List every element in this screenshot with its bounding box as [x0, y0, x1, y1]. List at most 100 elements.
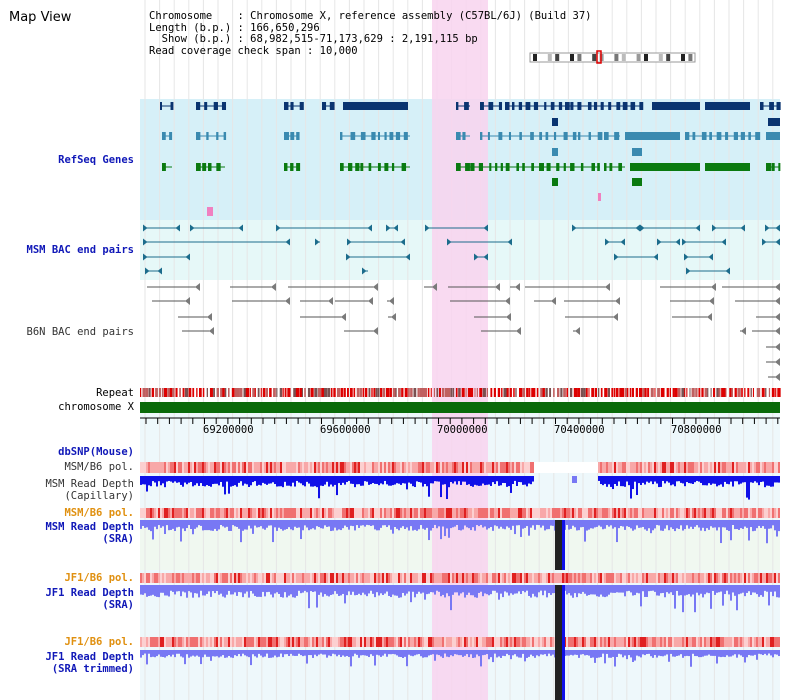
pol-density-cell	[670, 462, 672, 473]
pol-density-cell	[678, 573, 680, 583]
read-depth-bar	[288, 520, 290, 528]
track-label-msm-bac[interactable]: MSM BAC end pairs	[26, 244, 134, 256]
track-label-msm-depth-capillary[interactable]: MSM Read Depth (Capillary)	[10, 478, 134, 502]
track-label-jf1-depth-sra[interactable]: JF1 Read Depth (SRA)	[10, 587, 134, 611]
pol-density-cell	[750, 508, 752, 518]
read-depth-bar	[414, 520, 416, 530]
read-depth-bar	[700, 585, 702, 594]
gene-exon	[377, 163, 381, 171]
pol-density-cell	[464, 462, 466, 473]
gene-exon	[389, 132, 394, 140]
read-depth-bar	[686, 650, 688, 656]
repeat-element	[417, 388, 420, 397]
read-depth-bar	[298, 520, 300, 528]
read-depth-bar	[290, 585, 292, 595]
pol-density-cell	[604, 508, 606, 518]
repeat-element	[380, 388, 383, 397]
pol-density-cell	[354, 462, 356, 473]
pol-density-cell	[242, 462, 244, 473]
pol-density-cell	[378, 637, 380, 647]
b6n-bac-end-marker	[271, 283, 276, 291]
read-depth-bar	[360, 585, 362, 596]
pol-density-cell	[680, 462, 682, 473]
track-label-msm-b6-pol-sra[interactable]: MSM/B6 pol.	[64, 507, 134, 519]
read-depth-bar	[712, 476, 714, 484]
pol-density-cell	[216, 508, 218, 518]
pol-density-cell	[356, 573, 358, 583]
read-depth-bar	[600, 650, 602, 658]
pol-density-cell	[224, 508, 226, 518]
read-depth-bar	[270, 520, 272, 526]
gene-exon	[384, 132, 387, 140]
pol-density-cell	[536, 508, 538, 518]
read-depth-bar	[282, 650, 284, 658]
pol-density-cell	[222, 462, 224, 473]
read-depth-bar	[680, 520, 682, 526]
pol-density-cell	[164, 573, 166, 583]
gene-exon-block	[630, 163, 700, 171]
pol-density-cell	[384, 573, 386, 583]
repeat-element	[364, 388, 368, 397]
pol-density-cell	[636, 637, 638, 647]
pol-density-cell	[684, 573, 686, 583]
read-depth-bar	[766, 476, 768, 486]
pol-density-cell	[204, 573, 206, 583]
read-depth-bar	[468, 650, 470, 658]
track-label-refseq[interactable]: RefSeq Genes	[58, 154, 134, 166]
read-depth-bar	[446, 476, 448, 500]
read-depth-bar	[626, 650, 628, 660]
read-depth-bar	[730, 585, 732, 601]
read-depth-bar	[504, 650, 506, 657]
read-depth-bar	[574, 650, 576, 655]
pol-density-cell	[368, 462, 370, 473]
read-depth-bar	[668, 650, 670, 662]
pol-density-cell	[648, 462, 650, 473]
read-depth-bar	[226, 650, 228, 658]
track-label-jf1-b6-pol-trimmed[interactable]: JF1/B6 pol.	[64, 636, 134, 648]
read-depth-bar	[496, 650, 498, 658]
pol-density-cell	[192, 573, 194, 583]
read-depth-bar	[416, 520, 418, 531]
read-depth-bar	[510, 585, 512, 594]
read-depth-bar	[340, 650, 342, 657]
read-depth-bar	[160, 650, 162, 657]
track-label-msm-depth-sra[interactable]: MSM Read Depth (SRA)	[10, 521, 134, 545]
gene-exon	[552, 118, 558, 126]
read-depth-bar	[524, 476, 526, 485]
pol-density-cell	[428, 637, 430, 647]
read-depth-bar	[438, 650, 440, 656]
repeat-element	[314, 388, 318, 397]
pol-density-cell	[434, 637, 436, 647]
pol-density-cell	[514, 462, 516, 473]
read-depth-bar	[492, 476, 494, 483]
pol-density-cell	[228, 573, 230, 583]
track-label-msm-b6-pol[interactable]: MSM/B6 pol.	[64, 461, 134, 473]
track-label-jf1-b6-pol[interactable]: JF1/B6 pol.	[64, 572, 134, 584]
read-depth-bar	[664, 476, 666, 484]
pol-density-cell	[474, 462, 476, 473]
pol-density-cell	[430, 462, 432, 473]
pol-density-cell	[734, 462, 736, 473]
pol-density-cell	[636, 462, 638, 473]
pol-density-cell	[430, 573, 432, 583]
repeat-element	[398, 388, 401, 397]
pol-density-cell	[410, 462, 412, 473]
track-label-chromosome[interactable]: chromosome X	[58, 401, 134, 413]
repeat-element	[518, 388, 523, 397]
read-depth-bar	[656, 520, 658, 525]
pol-density-cell	[586, 637, 588, 647]
pol-density-cell	[388, 462, 390, 473]
pol-density-cell	[602, 573, 604, 583]
read-depth-bar	[328, 650, 330, 656]
track-label-repeat[interactable]: Repeat	[96, 387, 134, 399]
read-depth-bar	[604, 585, 606, 598]
read-depth-bar	[460, 650, 462, 656]
pol-density-cell	[298, 508, 300, 518]
read-depth-bar	[152, 650, 154, 657]
track-label-dbsnp[interactable]: dbSNP(Mouse)	[58, 446, 134, 458]
pol-density-cell	[642, 462, 644, 473]
pol-density-cell	[766, 573, 768, 583]
track-label-jf1-depth-trimmed[interactable]: JF1 Read Depth (SRA trimmed)	[10, 651, 134, 675]
track-label-b6n-bac[interactable]: B6N BAC end pairs	[26, 326, 134, 338]
